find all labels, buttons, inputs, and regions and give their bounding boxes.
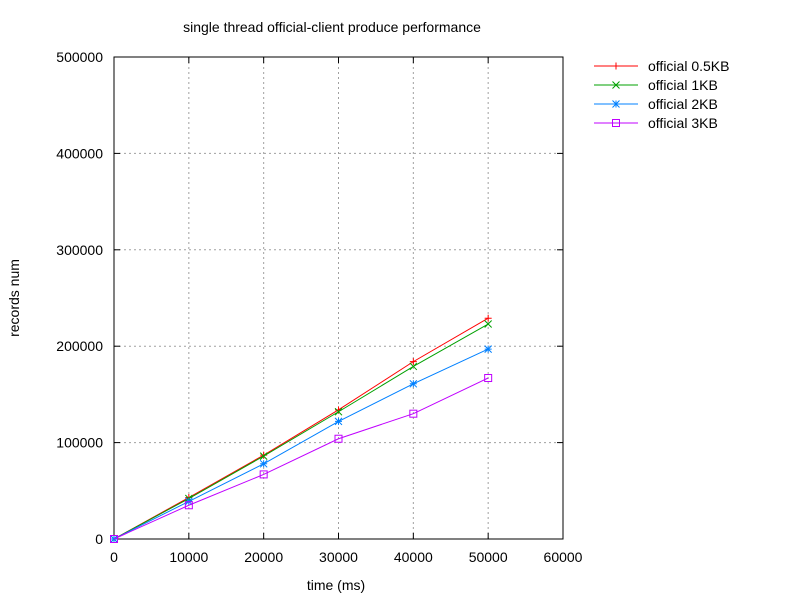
legend-marker (612, 81, 620, 89)
data-point (259, 470, 268, 479)
data-point (334, 417, 343, 426)
series-2 (110, 345, 493, 543)
x-tick-label: 30000 (319, 549, 358, 565)
data-point (409, 362, 418, 371)
data-point (409, 409, 418, 418)
grid (114, 57, 563, 539)
y-tick-label: 500000 (56, 49, 103, 65)
y-axis-label: records num (6, 259, 22, 337)
series-3 (110, 374, 493, 543)
y-tick-label: 200000 (56, 338, 103, 354)
legend-label: official 0.5KB (648, 58, 729, 74)
x-tick-label: 60000 (544, 549, 583, 565)
data-point (334, 434, 343, 443)
y-tick-label: 100000 (56, 435, 103, 451)
axis-ticks: 0 10000 20000 30000 40000 50000 60000 0 100000 20… (56, 49, 582, 565)
legend-label: official 1KB (648, 77, 718, 93)
x-axis-label: time (ms) (307, 577, 365, 593)
x-tick-label: 0 (110, 549, 118, 565)
legend-marker (612, 119, 620, 127)
series-line (113, 317, 489, 540)
data-point (409, 358, 417, 366)
data-point (259, 452, 268, 460)
legend-item: official 3KB (594, 115, 718, 131)
y-tick-label: 400000 (56, 145, 103, 161)
legend-item: official 1KB (594, 77, 718, 93)
y-tick-label: 0 (95, 531, 103, 547)
legend-marker (612, 100, 620, 108)
data-point (184, 501, 193, 510)
data-point (484, 345, 493, 353)
series-0 (110, 314, 492, 543)
data-point (484, 374, 493, 383)
legend-item: official 2KB (594, 96, 718, 112)
chart-title: single thread official-client produce pe… (183, 19, 481, 35)
x-tick-label: 10000 (169, 549, 208, 565)
data-point (259, 459, 268, 468)
x-tick-label: 50000 (469, 549, 508, 565)
legend-item: official 0.5KB (594, 58, 729, 74)
series-group (110, 314, 493, 543)
legend: official 0.5KB official 1KB official 2KB of… (594, 58, 729, 131)
series-line (113, 348, 489, 540)
data-point (484, 314, 492, 322)
legend-label: official 2KB (648, 96, 718, 112)
series-line (113, 377, 489, 540)
data-point (334, 407, 343, 416)
x-tick-label: 40000 (394, 549, 433, 565)
series-line (113, 323, 489, 540)
data-point (484, 320, 493, 328)
data-point (110, 535, 118, 543)
legend-label: official 3KB (648, 115, 718, 131)
legend-marker (612, 62, 620, 70)
y-tick-label: 300000 (56, 242, 103, 258)
x-tick-label: 20000 (244, 549, 283, 565)
data-point (409, 379, 418, 388)
